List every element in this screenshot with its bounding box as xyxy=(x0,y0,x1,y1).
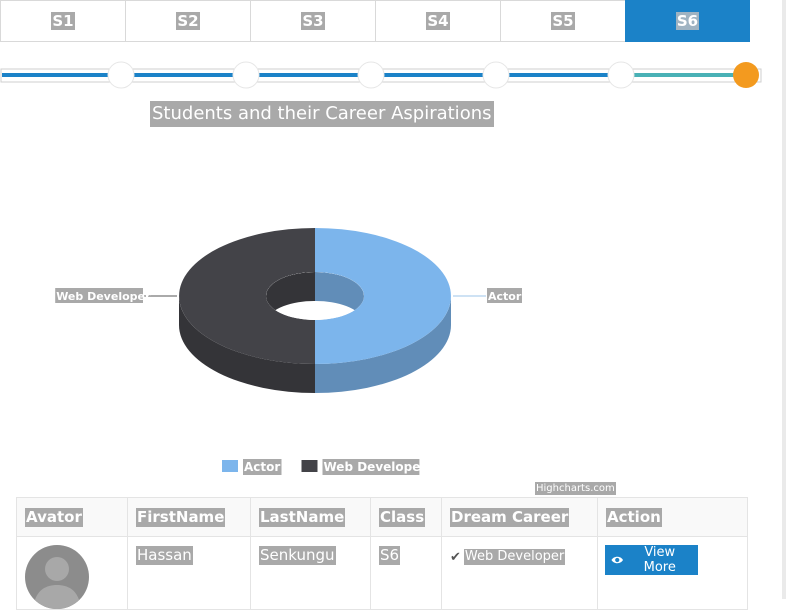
class-cell: S6 xyxy=(370,536,442,610)
view-more-label: View More xyxy=(643,545,676,575)
slice-side-0 xyxy=(315,296,451,393)
tab-label: S6 xyxy=(675,12,700,30)
legend-label-1[interactable]: Web Developer xyxy=(324,460,427,474)
slice-1[interactable] xyxy=(179,228,315,364)
legend-label-bg-0 xyxy=(243,459,282,475)
donut-hole xyxy=(266,272,364,320)
data-label-1: Web Developer xyxy=(56,290,151,303)
slice-inner-1 xyxy=(266,272,315,320)
students-table: Avator FirstName LastName Class Dream Ca… xyxy=(16,497,748,610)
view-more-button[interactable]: View More xyxy=(605,545,698,575)
step-4-dot[interactable] xyxy=(482,61,510,89)
step-6-dot-current[interactable] xyxy=(733,62,759,88)
avatar xyxy=(25,545,89,609)
col-header-action: Action xyxy=(597,497,748,537)
eye-icon xyxy=(611,556,624,564)
col-header-avatar: Avator xyxy=(16,497,128,537)
lastname-cell: Senkungu xyxy=(250,536,371,610)
table-header-row: Avator FirstName LastName Class Dream Ca… xyxy=(16,497,748,537)
tab-s2[interactable]: S2 xyxy=(125,0,250,42)
tab-s4[interactable]: S4 xyxy=(375,0,500,42)
col-header-lastname: LastName xyxy=(250,497,371,537)
vertical-scrollbar[interactable] xyxy=(782,0,786,599)
table-row: Hassan Senkungu S6 ✔ Web Developer View … xyxy=(16,536,748,610)
step-3-dot[interactable] xyxy=(357,61,385,89)
col-header-class: Class xyxy=(370,497,442,537)
dream-career-cell: ✔ Web Developer xyxy=(441,536,598,610)
dream-career-value: Web Developer xyxy=(463,549,566,565)
slice-side-1 xyxy=(179,296,315,393)
progress-stepper xyxy=(0,61,762,89)
tab-s6[interactable]: S6 xyxy=(625,0,750,42)
data-label-bg-1 xyxy=(55,288,144,303)
tab-s5[interactable]: S5 xyxy=(500,0,625,42)
class-tabs: S1 S2 S3 S4 S5 S6 xyxy=(0,0,750,43)
step-5-dot[interactable] xyxy=(607,61,635,89)
tab-label: S2 xyxy=(176,12,200,30)
legend-label-0[interactable]: Actor xyxy=(244,460,280,474)
tab-label: S5 xyxy=(551,12,575,30)
firstname-cell: Hassan xyxy=(127,536,251,610)
step-1-dot[interactable] xyxy=(107,61,135,89)
chart-title: Students and their Career Aspirations xyxy=(150,101,494,127)
slice-0[interactable] xyxy=(315,228,451,364)
legend-symbol-1[interactable] xyxy=(301,460,318,472)
legend-symbol-0[interactable] xyxy=(222,460,238,472)
highcharts-credit[interactable]: Highcharts.com xyxy=(535,482,616,495)
tab-label: S1 xyxy=(51,12,75,30)
col-header-dream-career: Dream Career xyxy=(441,497,598,537)
legend-label-bg-1 xyxy=(322,459,420,475)
user-silhouette-icon xyxy=(33,557,81,609)
step-2-dot[interactable] xyxy=(232,61,260,89)
tab-s3[interactable]: S3 xyxy=(250,0,375,42)
data-label-0: Actor xyxy=(488,290,522,303)
col-header-firstname: FirstName xyxy=(127,497,251,537)
check-icon: ✔ xyxy=(450,549,461,565)
action-cell: View More xyxy=(597,536,748,610)
tab-label: S4 xyxy=(426,12,450,30)
tab-label: S3 xyxy=(301,12,325,30)
slice-inner-0 xyxy=(315,272,364,320)
tab-s1[interactable]: S1 xyxy=(0,0,125,42)
data-label-bg-0 xyxy=(487,288,522,303)
